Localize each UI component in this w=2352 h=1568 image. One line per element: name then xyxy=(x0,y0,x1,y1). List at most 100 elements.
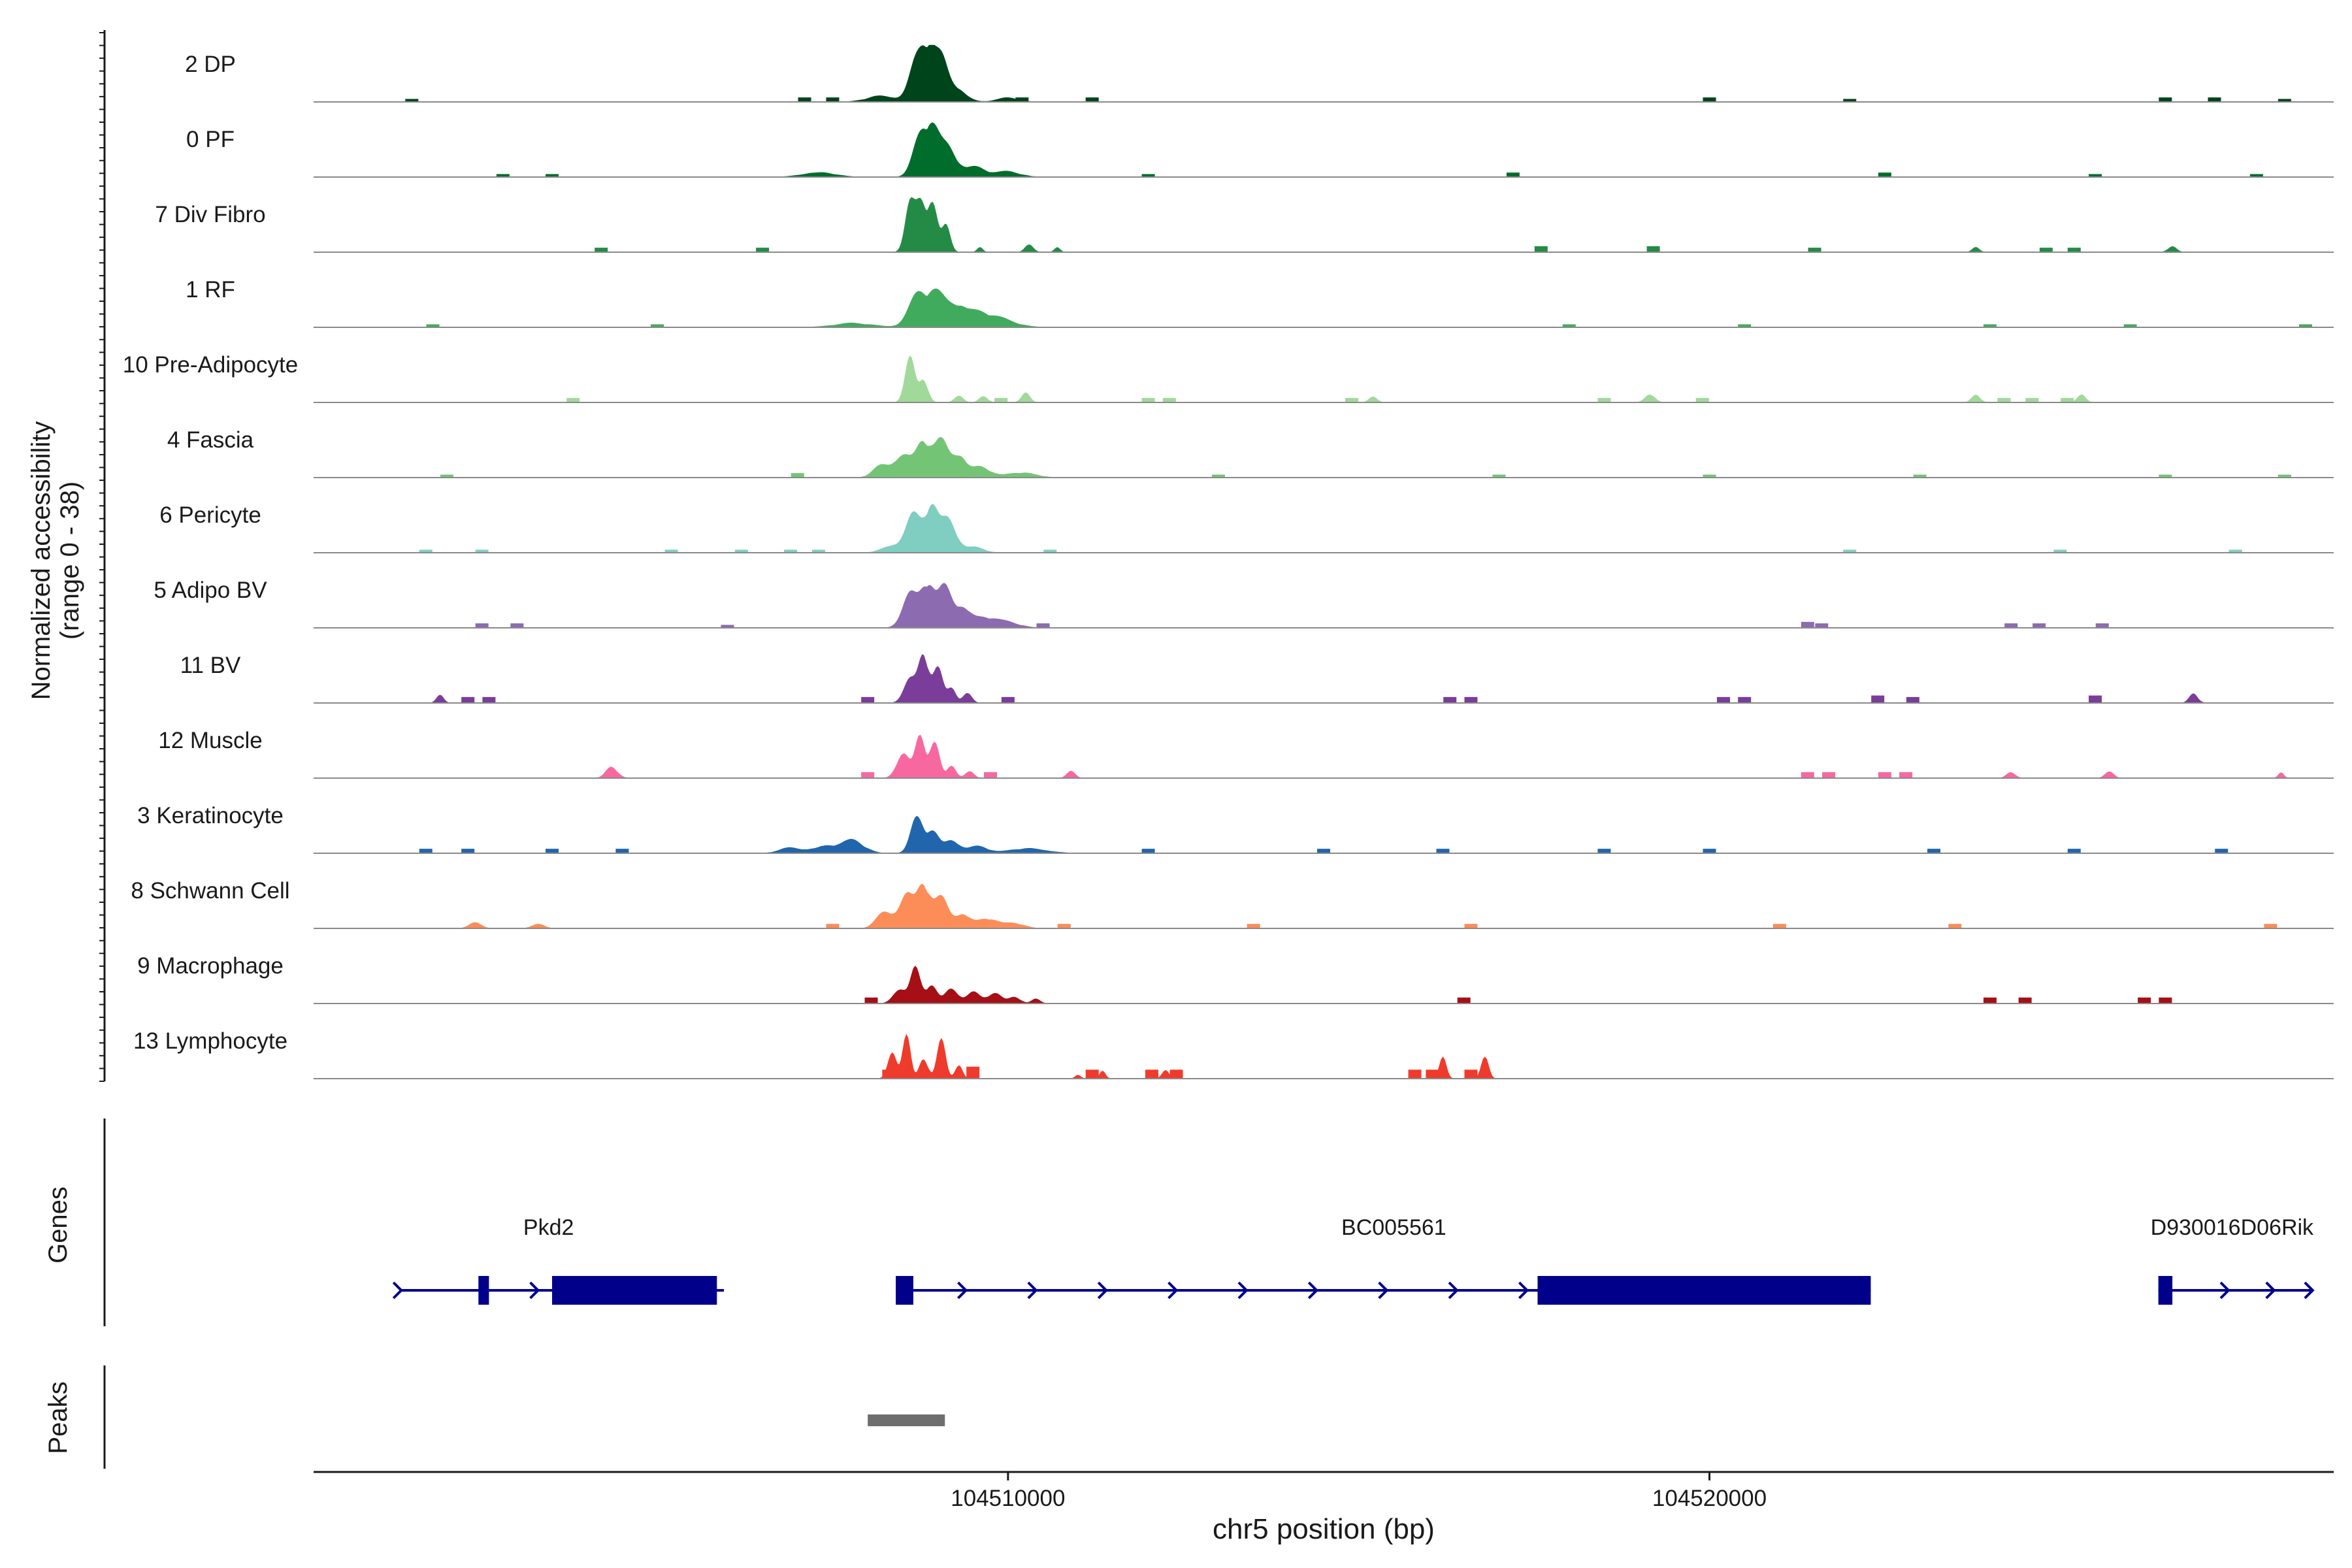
gene-exon xyxy=(2158,1276,2173,1305)
coverage-blip xyxy=(882,1070,896,1079)
coverage-blip xyxy=(1871,695,1885,703)
coverage-blip xyxy=(1436,849,1450,853)
coverage-blip xyxy=(2067,849,2081,853)
coverage-area xyxy=(314,1034,2334,1079)
track: 4 Fascia xyxy=(167,427,2334,478)
coverage-blip xyxy=(1317,849,1330,853)
coverage-blip xyxy=(440,474,453,478)
coverage-blip xyxy=(861,696,875,703)
coverage-blip xyxy=(2138,997,2151,1004)
coverage-area xyxy=(314,654,2334,704)
coverage-blip xyxy=(1457,997,1471,1004)
coverage-blip xyxy=(566,398,580,402)
coverage-blip xyxy=(461,849,475,853)
coverage-area xyxy=(314,288,2334,328)
coverage-blip xyxy=(1443,696,1457,703)
track-label: 0 PF xyxy=(186,127,235,152)
coverage-blip xyxy=(1703,474,1716,478)
track: 1 RF xyxy=(186,277,2334,328)
track-label: 5 Adipo BV xyxy=(154,578,267,603)
strand-arrow xyxy=(1168,1281,1179,1299)
coverage-blip xyxy=(510,623,524,628)
coverage-blip xyxy=(651,324,664,327)
coverage-blip xyxy=(2004,623,2018,628)
coverage-blip xyxy=(2159,97,2172,102)
track-label: 11 BV xyxy=(180,653,241,678)
coverage-blip xyxy=(1815,623,1829,628)
track-label: 10 Pre-Adipocyte xyxy=(123,352,298,378)
coverage-blip xyxy=(546,849,559,853)
track-label: 3 Keratinocyte xyxy=(137,803,284,828)
track-label: 8 Schwann Cell xyxy=(131,878,289,904)
peaks-panel: Peaks xyxy=(44,1365,945,1469)
gene-label: D930016D06Rik xyxy=(2151,1215,2314,1240)
coverage-blip xyxy=(1948,924,1962,928)
y-axis-label-line2: (range 0 - 38) xyxy=(56,482,84,640)
coverage-blip xyxy=(1001,696,1015,703)
coverage-blip xyxy=(2088,695,2102,703)
strand-arrow xyxy=(1027,1281,1038,1299)
strand-arrow xyxy=(2219,1281,2230,1299)
coverage-blip xyxy=(2159,474,2172,478)
coverage-blip xyxy=(1997,398,2011,402)
gene-label: Pkd2 xyxy=(523,1215,574,1240)
coverage-blip xyxy=(419,549,433,553)
track-label: 6 Pericyte xyxy=(159,502,261,528)
coverage-blip xyxy=(461,696,475,703)
coverage-blip xyxy=(419,849,433,853)
gene-model: Pkd2 xyxy=(392,1215,725,1305)
coverage-blip xyxy=(2061,398,2074,402)
track-label: 7 Div Fibro xyxy=(155,202,265,227)
coverage-blip xyxy=(1695,398,1709,402)
coverage-blip xyxy=(615,849,629,853)
coverage-blip xyxy=(1906,696,1919,703)
coverage-blip xyxy=(2264,924,2278,928)
coverage-blip xyxy=(812,549,825,553)
coverage-blip xyxy=(546,174,559,177)
coverage-blip xyxy=(2278,474,2291,478)
track: 0 PF xyxy=(186,122,2334,178)
track-label: 12 Muscle xyxy=(158,728,263,753)
track: 2 DP xyxy=(185,44,2334,103)
coverage-blip xyxy=(1843,549,1857,553)
coverage-blip xyxy=(1162,398,1176,402)
coverage-blip xyxy=(2159,997,2172,1004)
coverage-blip xyxy=(1843,99,1857,102)
y-axis-ticks xyxy=(99,32,105,1082)
strand-arrow xyxy=(1237,1281,1249,1299)
coverage-blip xyxy=(791,473,804,478)
peak-region xyxy=(868,1414,945,1426)
genes-panel: Genes Pkd2 BC005561 D930016D06Rik xyxy=(44,1119,2315,1326)
x-axis-title: chr5 position (bp) xyxy=(1213,1513,1435,1545)
coverage-blip xyxy=(2249,174,2263,177)
strand-arrow xyxy=(1307,1281,1319,1299)
coverage-blip xyxy=(1801,772,1814,778)
coverage-blip xyxy=(1562,324,1576,327)
y-axis: Normalized accessibility (range 0 - 38) xyxy=(27,30,106,1082)
coverage-blip xyxy=(1085,97,1099,102)
coverage-blip xyxy=(1408,1070,1422,1079)
coverage-blip xyxy=(1983,324,1997,327)
coverage-blip xyxy=(496,174,510,177)
coverage-blip xyxy=(721,625,734,628)
coverage-blip xyxy=(1772,924,1786,928)
track: 13 Lymphocyte xyxy=(133,1028,2334,1079)
coverage-blip xyxy=(1878,772,1891,778)
coverage-area xyxy=(314,436,2334,478)
coverage-blip xyxy=(1043,549,1057,553)
coverage-blip xyxy=(984,772,998,778)
strand-arrow xyxy=(1097,1281,1109,1299)
coverage-blip xyxy=(1983,997,1997,1004)
coverage-blip xyxy=(2208,97,2221,102)
track-label: 2 DP xyxy=(185,52,236,77)
x-tick-label: 104510000 xyxy=(951,1486,1065,1511)
coverage-blip xyxy=(756,248,770,252)
coverage-blip xyxy=(482,696,496,703)
coverage-blip xyxy=(1211,474,1225,478)
coverage-blip xyxy=(2229,549,2242,553)
track: 12 Muscle xyxy=(158,728,2334,779)
coverage-blip xyxy=(475,623,489,628)
strand-arrow xyxy=(1378,1281,1389,1299)
coverage-blip xyxy=(2033,623,2046,628)
